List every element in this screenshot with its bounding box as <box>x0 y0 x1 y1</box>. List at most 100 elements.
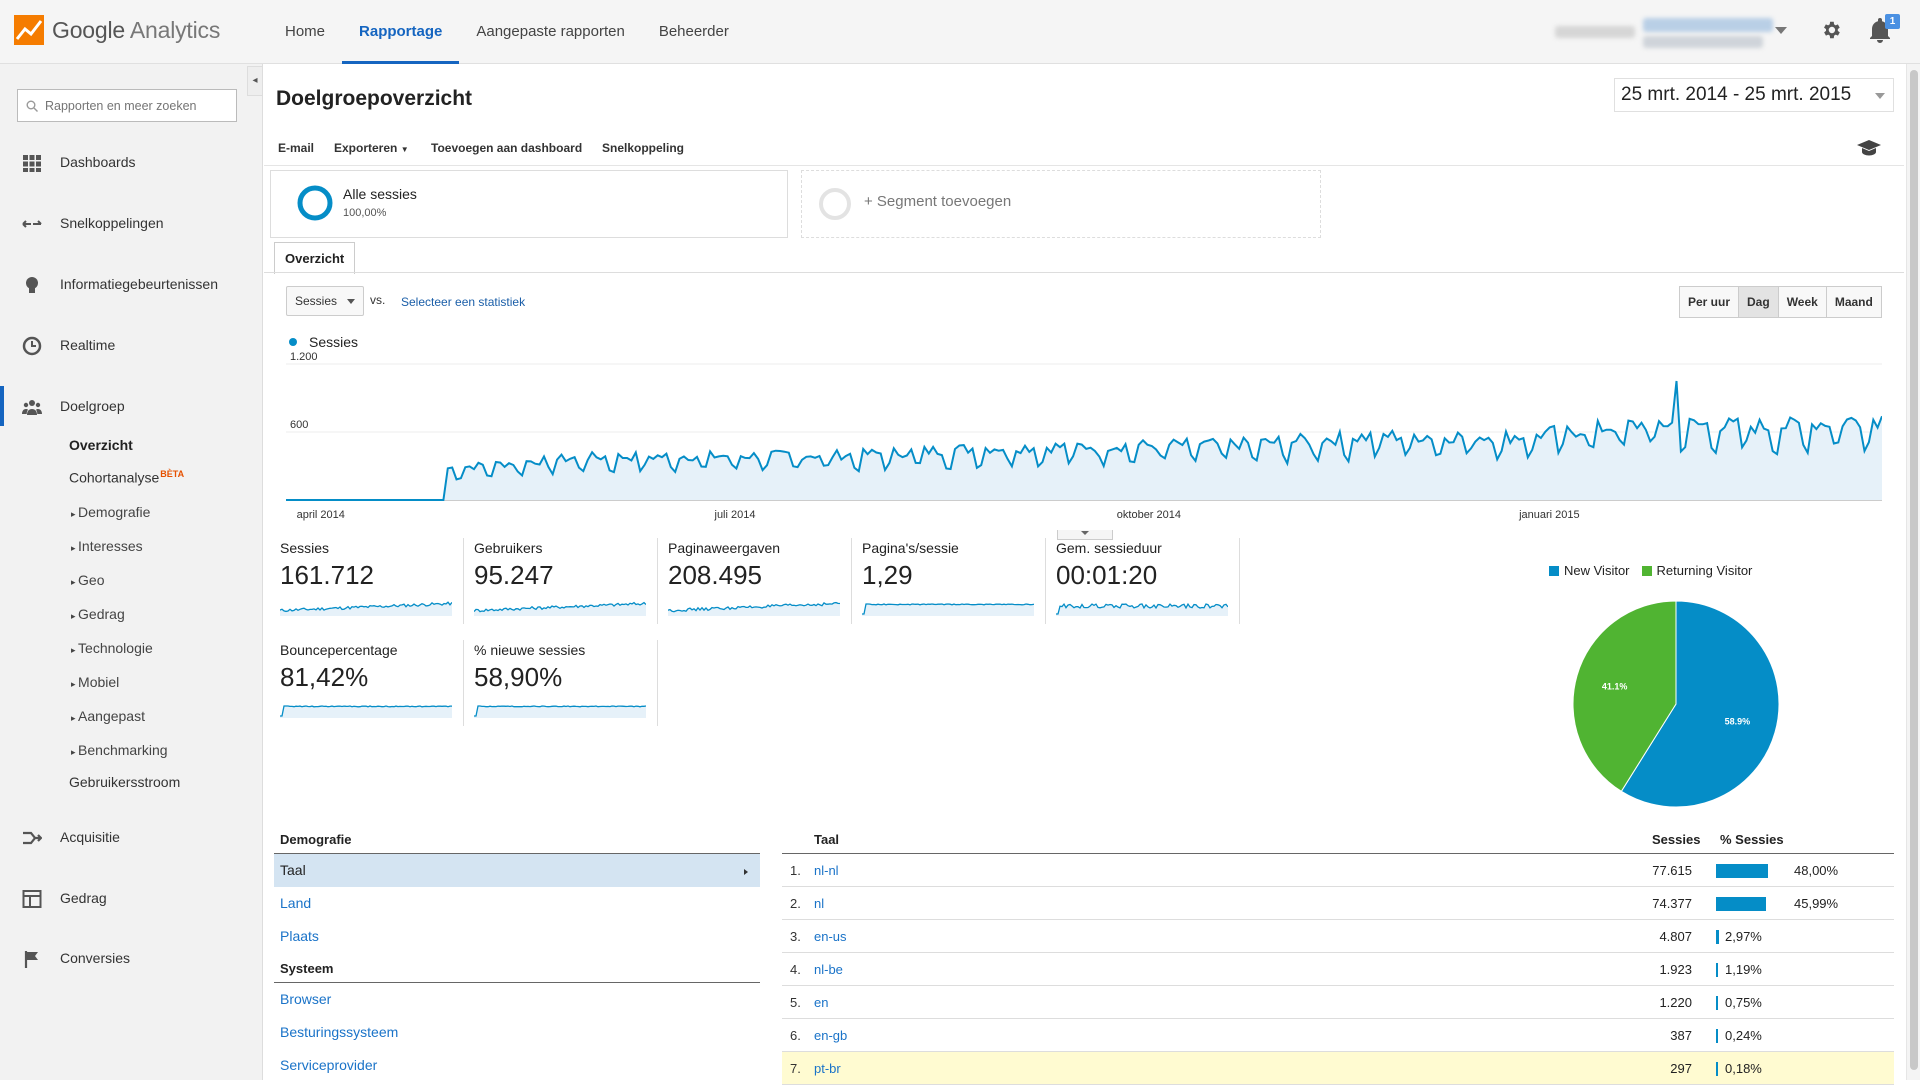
tab-overview[interactable]: Overzicht <box>274 242 356 274</box>
table-row[interactable]: 2. nl 74.377 45,99% <box>782 887 1894 920</box>
granularity-hour-button[interactable]: Per uur <box>1679 286 1740 318</box>
email-button[interactable]: E-mail <box>278 141 315 155</box>
sidebar-item-behavior[interactable]: Gedrag <box>0 878 263 918</box>
sidebar-sub-benchmarking[interactable]: ▸ Benchmarking <box>71 742 168 758</box>
sidebar-sub-behavior[interactable]: ▸ Gedrag <box>71 606 125 622</box>
add-to-dashboard-button[interactable]: Toevoegen aan dashboard <box>431 141 583 155</box>
nav-home[interactable]: Home <box>285 23 326 40</box>
date-range-value: 25 mrt. 2014 - 25 mrt. 2015 <box>1621 84 1852 105</box>
granularity-week-button[interactable]: Week <box>1777 286 1827 318</box>
beta-badge: BÈTA <box>160 469 185 479</box>
metric-bouncepercentage[interactable]: Bouncepercentage 81,42% <box>274 640 464 726</box>
table-row[interactable]: 1. nl-nl 77.615 48,00% <box>782 854 1894 887</box>
pie-slice-returning-visitor[interactable] <box>1572 600 1677 793</box>
date-range-picker[interactable]: 25 mrt. 2014 - 25 mrt. 2015 <box>1614 78 1894 112</box>
sidebar-item-shortcuts[interactable]: Snelkoppelingen <box>0 203 263 243</box>
nav-admin[interactable]: Beheerder <box>658 23 729 40</box>
sessions-value: 387 <box>1670 1028 1692 1043</box>
percent-value: 0,75% <box>1725 995 1762 1010</box>
sidebar-sub-demographics[interactable]: ▸ Demografie <box>71 504 150 520</box>
visitor-type-pie-chart[interactable]: 58.9% 41.1% <box>1568 596 1784 812</box>
demographics-item-country[interactable]: Land <box>280 895 312 911</box>
language-link[interactable]: nl-nl <box>814 863 839 878</box>
x-tick-label: juli 2014 <box>714 509 756 521</box>
sidebar-sub-mobile[interactable]: ▸ Mobiel <box>71 674 119 690</box>
gear-icon[interactable] <box>1820 19 1842 41</box>
sidebar-item-realtime[interactable]: Realtime <box>0 325 263 365</box>
table-row[interactable]: 5. en 1.220 0,75% <box>782 986 1894 1019</box>
sidebar-search[interactable] <box>17 89 237 122</box>
percent-bar <box>1716 930 1720 944</box>
metric-pagina-s-sessie[interactable]: Pagina's/sessie 1,29 <box>856 538 1046 624</box>
legend-label-sessions: Sessies <box>309 334 359 350</box>
metric-selector[interactable]: Sessies <box>286 286 364 316</box>
nav-reporting[interactable]: Rapportage <box>342 0 460 64</box>
chevron-right-icon: ▸ <box>71 645 79 655</box>
system-item-service-provider[interactable]: Serviceprovider <box>280 1057 378 1073</box>
row-index: 7. <box>790 1061 801 1076</box>
nav-custom-reports[interactable]: Aangepaste rapporten <box>476 23 625 40</box>
sidebar-label: Realtime <box>60 337 116 353</box>
percent-bar <box>1716 963 1718 977</box>
shortcut-button[interactable]: Snelkoppeling <box>602 141 685 155</box>
sidebar-label: Dashboards <box>60 154 136 170</box>
graduation-cap-icon[interactable] <box>1857 140 1881 156</box>
language-link[interactable]: pt-br <box>814 1061 841 1076</box>
sidebar-sub-cohort-analysis[interactable]: CohortanalyseBÈTA <box>69 469 184 486</box>
google-analytics-logo[interactable]: Google Analytics <box>14 15 220 45</box>
sidebar-sub-label: Geo <box>78 572 105 588</box>
language-link[interactable]: en-us <box>814 929 847 944</box>
metric-gem-sessieduur[interactable]: Gem. sessieduur 00:01:20 <box>1050 538 1240 624</box>
demographics-panel: Demografie Taal Land Plaats Systeem Brow… <box>274 832 760 1082</box>
cohort-label: Cohortanalyse <box>69 469 160 486</box>
metric-paginaweergaven[interactable]: Paginaweergaven 208.495 <box>662 538 852 624</box>
scrollbar-thumb[interactable] <box>1910 70 1918 1070</box>
sidebar-sub-technology[interactable]: ▸ Technologie <box>71 640 153 656</box>
sidebar-item-audience[interactable]: Doelgroep <box>0 386 263 426</box>
sidebar-sub-interests[interactable]: ▸ Interesses <box>71 538 143 554</box>
language-link[interactable]: nl-be <box>814 962 843 977</box>
metric--nieuwe-sessies[interactable]: % nieuwe sessies 58,90% <box>468 640 658 726</box>
sidebar-sub-users-flow[interactable]: Gebruikersstroom <box>69 774 181 790</box>
sidebar-item-acquisition[interactable]: Acquisitie <box>0 817 263 857</box>
segment-all-sessions[interactable]: Alle sessies 100,00% <box>270 170 788 238</box>
sidebar-collapse-button[interactable]: ◂ <box>247 66 263 96</box>
table-row[interactable]: 7. pt-br 297 0,18% <box>782 1052 1894 1085</box>
language-link[interactable]: nl <box>814 896 825 911</box>
table-row[interactable]: 4. nl-be 1.923 1,19% <box>782 953 1894 986</box>
sidebar-sub-overview[interactable]: Overzicht <box>69 437 133 453</box>
granularity-month-button[interactable]: Maand <box>1825 286 1882 318</box>
legend-label-returning-visitor: Returning Visitor <box>1656 563 1753 578</box>
export-button[interactable]: Exporteren ▼ <box>334 141 409 155</box>
search-input[interactable] <box>43 97 223 114</box>
account-chevron-down-icon[interactable] <box>1775 27 1787 34</box>
sessions-line-chart[interactable]: 1.200 600 april 2014 juli 2014 oktober 2014 j… <box>286 350 1883 526</box>
sidebar-sub-geo[interactable]: ▸ Geo <box>71 572 105 588</box>
system-item-browser[interactable]: Browser <box>280 991 332 1007</box>
demographics-item-language[interactable]: Taal <box>274 854 760 887</box>
metric-sessies[interactable]: Sessies 161.712 <box>274 538 464 624</box>
sidebar-sub-custom[interactable]: ▸ Aangepast <box>71 708 145 724</box>
granularity-day-button[interactable]: Dag <box>1738 286 1779 318</box>
table-row[interactable]: 3. en-us 4.807 2,97% <box>782 920 1894 953</box>
chart-expander-handle[interactable] <box>1057 530 1113 540</box>
sidebar-item-dashboards[interactable]: Dashboards <box>0 142 263 182</box>
demographics-item-city[interactable]: Plaats <box>280 928 319 944</box>
table-row[interactable]: 6. en-gb 387 0,24% <box>782 1019 1894 1052</box>
pie-slice-new-visitor[interactable] <box>1620 600 1780 808</box>
language-link[interactable]: en-gb <box>814 1028 848 1043</box>
sidebar-item-intelligence-events[interactable]: Informatiegebeurtenissen <box>0 264 263 304</box>
language-link[interactable]: en <box>814 995 829 1010</box>
page-scrollbar[interactable] <box>1906 64 1920 1080</box>
add-segment-button[interactable]: + Segment toevoegen <box>801 170 1321 238</box>
account-selector[interactable] <box>1555 18 1785 48</box>
sidebar-item-conversions[interactable]: Conversies <box>0 938 263 978</box>
sparkline-line <box>1056 602 1228 615</box>
logo-brand: Google <box>52 16 125 43</box>
row-index: 1. <box>790 863 801 878</box>
metric-gebruikers[interactable]: Gebruikers 95.247 <box>468 538 658 624</box>
sessions-value: 1.923 <box>1659 962 1692 977</box>
system-item-os[interactable]: Besturingssysteem <box>280 1024 399 1040</box>
chevron-right-icon: ▸ <box>71 713 79 723</box>
select-statistic-link[interactable]: Selecteer een statistiek <box>401 295 526 309</box>
